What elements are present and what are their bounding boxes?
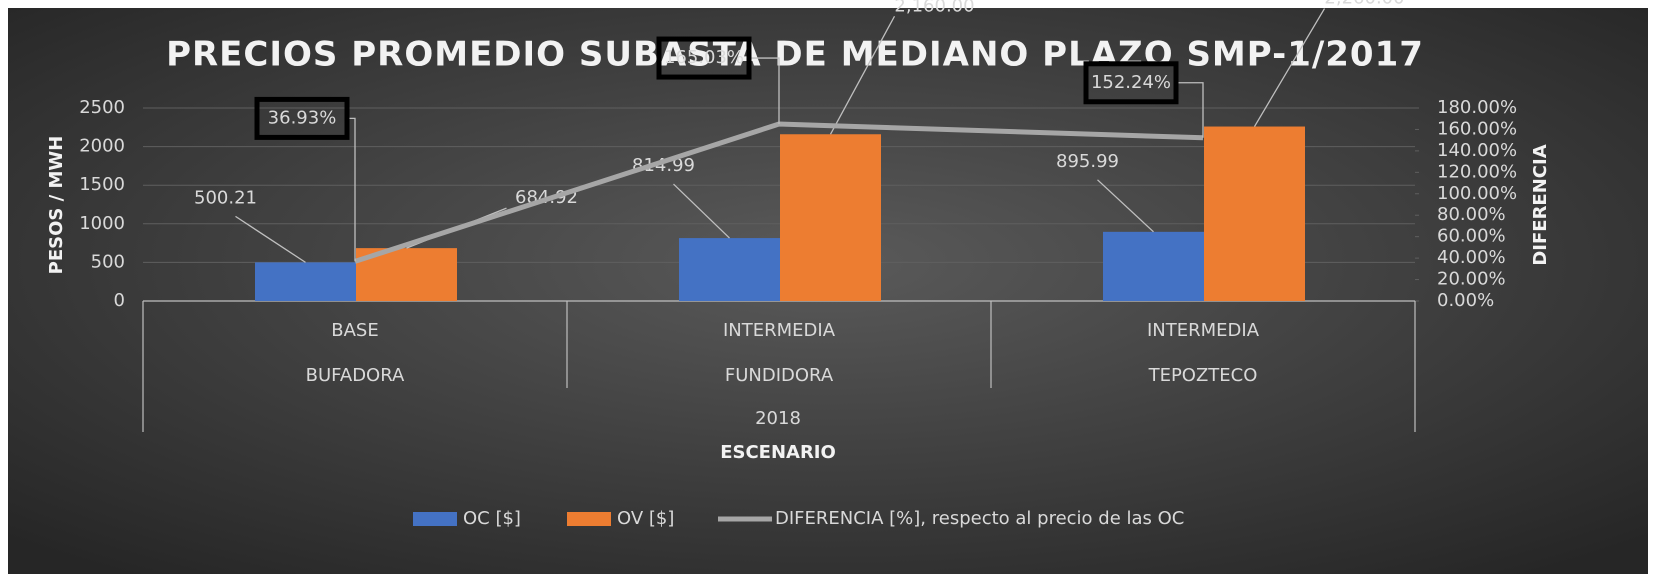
y2-tick-label: 40.00% — [1437, 247, 1506, 268]
category-group-label: 2018 — [755, 408, 801, 429]
legend-label: DIFERENCIA [%], respecto al precio de la… — [775, 508, 1184, 529]
y2-tick-label: 60.00% — [1437, 226, 1506, 247]
y2-tick-label: 120.00% — [1437, 161, 1517, 182]
leader-line — [1097, 179, 1154, 233]
data-label: 500.21 — [194, 187, 257, 208]
y2-tick-label: 160.00% — [1437, 118, 1517, 139]
y-tick-label: 1000 — [79, 213, 125, 234]
chart-title: PRECIOS PROMEDIO SUBASTA DE MEDIANO PLAZ… — [166, 35, 1424, 75]
y2-axis-title: DIFERENCIA — [1530, 144, 1551, 265]
data-label: 36.93% — [268, 107, 337, 128]
x-tick-label: BASE — [331, 320, 378, 341]
y2-tick-label: 20.00% — [1437, 269, 1506, 290]
label-box — [254, 96, 350, 140]
legend-swatch — [413, 512, 457, 526]
x-tick-label: INTERMEDIA — [1147, 320, 1260, 341]
data-label: 152.24% — [1091, 72, 1171, 93]
bar — [679, 238, 780, 301]
data-label: 814.99 — [632, 155, 695, 176]
leader-line — [235, 215, 306, 263]
leader-line — [673, 183, 730, 239]
y2-tick-label: 100.00% — [1437, 183, 1517, 204]
y-tick-label: 500 — [91, 251, 125, 272]
y-axis-title: PESOS / MWH — [46, 136, 67, 275]
leader-line — [1253, 8, 1326, 127]
y2-tick-label: 0.00% — [1437, 290, 1494, 311]
bar — [255, 262, 356, 301]
y2-tick-label: 80.00% — [1437, 204, 1506, 225]
y2-tick-label: 140.00% — [1437, 140, 1517, 161]
leader-line — [347, 117, 356, 262]
label-box — [656, 36, 752, 80]
leader-line — [749, 57, 780, 125]
data-label: 2,260.00 — [1324, 0, 1404, 9]
data-label: 2,160.00 — [894, 0, 974, 16]
bar — [1103, 231, 1204, 301]
label-box — [1083, 61, 1179, 105]
x-subcategory-label: TEPOZTECO — [1148, 365, 1258, 386]
y2-tick-label: 180.00% — [1437, 97, 1517, 118]
y-tick-label: 1500 — [79, 174, 125, 195]
y-tick-label: 2500 — [79, 97, 125, 118]
data-label: 895.99 — [1056, 151, 1119, 172]
legend-swatch — [567, 512, 611, 526]
x-axis-title: ESCENARIO — [720, 442, 836, 463]
data-label: 165.03% — [664, 47, 744, 68]
bar — [780, 134, 881, 301]
y-tick-label: 0 — [114, 290, 125, 311]
x-tick-label: INTERMEDIA — [723, 320, 836, 341]
x-subcategory-label: BUFADORA — [306, 365, 405, 386]
legend-label: OC [$] — [463, 508, 521, 529]
leader-line — [1176, 82, 1204, 138]
bar — [1204, 126, 1305, 301]
y-tick-label: 2000 — [79, 136, 125, 157]
leader-line — [829, 15, 896, 135]
x-subcategory-label: FUNDIDORA — [725, 365, 834, 386]
legend-label: OV [$] — [617, 508, 674, 529]
